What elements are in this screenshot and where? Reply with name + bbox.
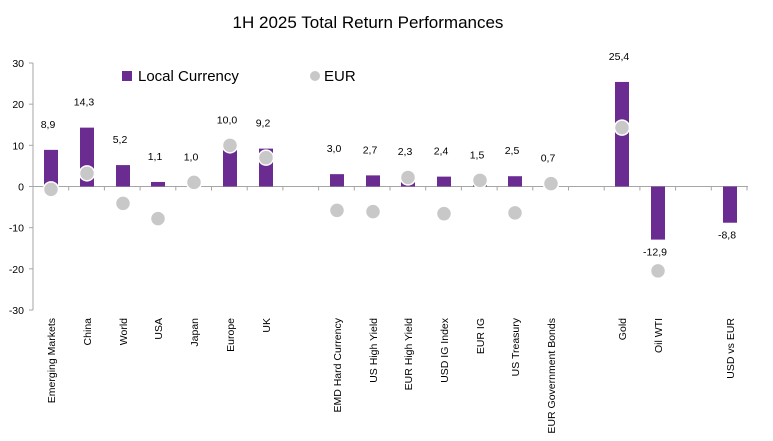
bar-us-treasury	[508, 176, 522, 187]
bar-value-label: 1,1	[148, 151, 163, 163]
bar-value-label: 5,2	[113, 134, 128, 146]
eur-dot-eur-high-yield	[399, 169, 417, 186]
category-label: China	[82, 318, 94, 346]
eur-dot-us-high-yield	[364, 203, 382, 220]
bar-value-label: 10,0	[217, 114, 238, 126]
eur-dot-europe	[221, 137, 239, 154]
category-label: US Treasury	[510, 317, 522, 376]
bar-usd-ig-index	[437, 176, 451, 187]
eur-dot-china	[78, 165, 96, 182]
bar-value-label: 0,7	[541, 153, 556, 165]
bar-usd-vs-eur	[723, 186, 737, 223]
category-label: World	[118, 318, 130, 345]
eur-dot-usa	[149, 210, 167, 227]
bar-world	[116, 165, 130, 187]
x-axis	[32, 186, 748, 191]
y-tick-label: -10	[9, 223, 24, 235]
category-label: Oil WTI	[653, 318, 665, 353]
bar-value-label: 9,2	[256, 118, 271, 130]
bar-value-label: 2,4	[434, 146, 449, 158]
category-label: US High Yield	[368, 318, 380, 383]
category-labels: Emerging Markets China World USA Japan Europe…	[46, 317, 737, 433]
eur-dot-gold	[613, 119, 631, 136]
bar-value-label: 1,5	[470, 149, 485, 161]
legend: Local Currency EUR	[122, 68, 356, 85]
category-label: Emerging Markets	[46, 318, 58, 403]
legend-label-local-currency: Local Currency	[138, 68, 239, 85]
bar-us-high-yield	[366, 175, 380, 187]
y-tick-label: -30	[9, 305, 24, 317]
category-label: EMD Hard Currency	[332, 317, 344, 412]
eur-dot-oil-wti	[649, 262, 667, 280]
eur-dot-world	[114, 195, 132, 212]
dot-series	[42, 119, 667, 280]
eur-dot-uk	[257, 149, 275, 166]
eur-dot-eur-ig	[471, 172, 489, 189]
category-label: EUR High Yield	[403, 318, 415, 391]
y-tick-label: 20	[12, 99, 24, 111]
bar-value-label: 8,9	[41, 119, 56, 131]
bar-value-label: 14,3	[74, 97, 95, 109]
bar-value-label: -12,9	[643, 247, 667, 259]
category-label: USA	[153, 318, 165, 340]
legend-label-eur: EUR	[324, 68, 356, 85]
category-label: USD IG Index	[439, 317, 451, 383]
bar-usa	[151, 181, 165, 187]
eur-dot-eur-government-bonds	[542, 175, 560, 192]
bar-emd-hard-currency	[330, 174, 344, 187]
bar-value-labels: 8,9 14,3 5,2 1,1 1,0 10,0 9,2 3,0 2,7 2,3 2,4 1,5 2,…	[41, 51, 737, 259]
category-label: Gold	[617, 318, 629, 340]
y-axis: 30 20 10 0 -10 -20 -30	[9, 58, 34, 317]
bar-europe	[223, 145, 237, 187]
category-label: EUR Government Bonds	[546, 318, 558, 434]
legend-swatch-eur	[310, 71, 320, 81]
y-tick-label: 30	[12, 58, 24, 70]
category-label: Europe	[225, 318, 237, 352]
bar-emerging-markets	[44, 149, 58, 187]
bar-value-label: 3,0	[327, 143, 342, 155]
category-label: UK	[261, 318, 273, 333]
chart-title: 1H 2025 Total Return Performances	[233, 13, 504, 32]
eur-dot-usd-ig-index	[435, 205, 453, 222]
y-tick-label: 10	[12, 140, 24, 152]
eur-dot-emd-hard-currency	[328, 202, 346, 219]
category-label: Japan	[189, 318, 201, 347]
bar-value-label: -8,8	[718, 230, 736, 242]
bar-oil-wti	[651, 186, 665, 240]
eur-dot-us-treasury	[506, 204, 524, 222]
bar-value-label: 2,3	[398, 146, 413, 158]
y-tick-label: 0	[18, 182, 24, 194]
eur-dot-japan	[185, 174, 203, 191]
bar-value-label: 1,0	[184, 151, 199, 163]
eur-dot-emerging-markets	[42, 181, 60, 198]
bar-value-label: 2,7	[363, 144, 378, 156]
bar-value-label: 2,5	[505, 145, 520, 157]
y-tick-label: -20	[9, 264, 24, 276]
legend-swatch-local-currency	[122, 71, 132, 81]
bar-value-label: 25,4	[609, 51, 630, 63]
category-label: EUR IG	[475, 318, 487, 354]
category-label: USD vs EUR	[725, 318, 737, 379]
